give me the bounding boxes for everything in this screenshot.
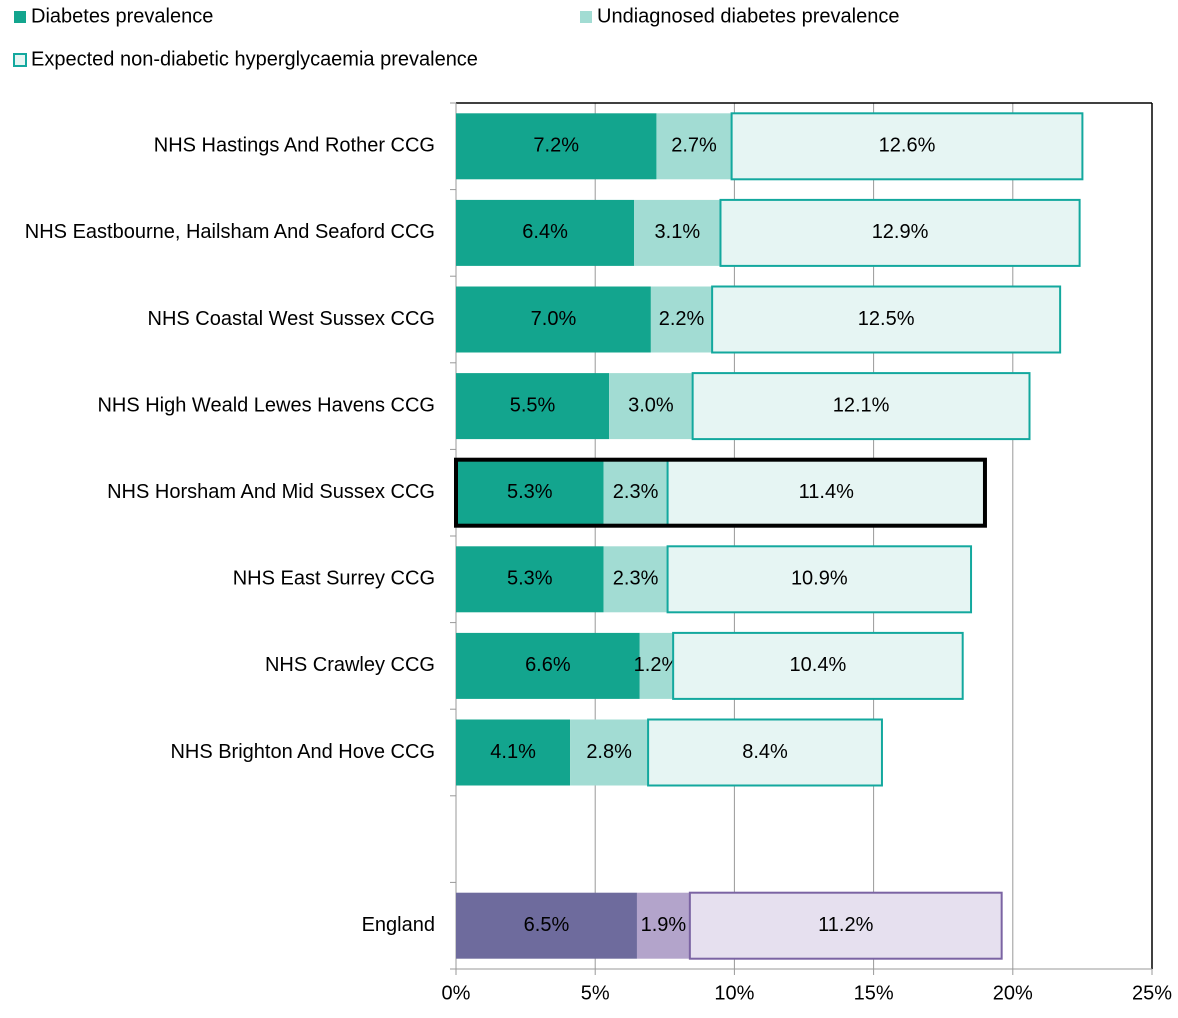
- bar-segment: [691, 372, 1031, 441]
- bar-segment: [603, 546, 668, 613]
- bar-segment: [688, 891, 1003, 960]
- data-label: 12.1%: [833, 394, 890, 416]
- data-label: 10.9%: [791, 568, 848, 590]
- data-label: 6.6%: [525, 654, 571, 676]
- bar-segment: [456, 459, 604, 526]
- bar-segment: [456, 632, 640, 699]
- data-label: 3.1%: [655, 221, 701, 243]
- legend-marker: [13, 53, 27, 67]
- bar-segment: [647, 718, 883, 787]
- bar-segment: [666, 545, 973, 614]
- legend-label: Diabetes prevalence: [31, 5, 213, 27]
- data-label: 12.5%: [858, 308, 915, 330]
- bar-segment: [672, 631, 964, 700]
- data-label: 5.5%: [510, 394, 556, 416]
- data-label: 2.3%: [613, 481, 659, 503]
- bar-segment: [656, 113, 732, 180]
- bar-segment: [456, 113, 657, 180]
- bar-segment: [639, 632, 674, 699]
- bar-segment: [650, 286, 713, 353]
- y-tick-label: NHS Brighton And Hove CCG: [170, 741, 435, 763]
- bar-segment: [636, 892, 690, 959]
- data-label: 7.0%: [531, 308, 577, 330]
- y-tick-label: England: [362, 914, 435, 936]
- legend-marker: [580, 11, 592, 23]
- bar-segment: [570, 719, 649, 786]
- data-label: 8.4%: [742, 741, 788, 763]
- x-tick-label: 25%: [1132, 982, 1172, 1004]
- data-label: 12.6%: [879, 135, 936, 157]
- bar-segment: [666, 458, 986, 527]
- y-tick-label: NHS Hastings And Rother CCG: [154, 135, 435, 157]
- data-label: 5.3%: [507, 481, 553, 503]
- bar-segment: [456, 892, 637, 959]
- data-label: 6.5%: [524, 914, 570, 936]
- y-tick-label: NHS East Surrey CCG: [233, 568, 435, 590]
- legend-marker: [14, 11, 26, 23]
- data-label: 3.0%: [628, 394, 674, 416]
- data-label: 1.2%: [634, 654, 680, 676]
- x-tick-label: 15%: [854, 982, 894, 1004]
- data-label: 2.3%: [613, 568, 659, 590]
- data-label: 2.2%: [659, 308, 705, 330]
- legend-label: Expected non-diabetic hyperglycaemia pre…: [31, 48, 478, 70]
- bar-segment: [711, 285, 1062, 354]
- bar-segment: [456, 286, 651, 353]
- x-tick-label: 0%: [442, 982, 471, 1004]
- y-tick-label: NHS High Weald Lewes Havens CCG: [97, 394, 435, 416]
- bar-segment: [456, 373, 610, 440]
- highlight-outline: [454, 457, 987, 528]
- data-label: 5.3%: [507, 568, 553, 590]
- y-tick-label: NHS Horsham And Mid Sussex CCG: [107, 481, 435, 503]
- legend-label: Undiagnosed diabetes prevalence: [597, 5, 899, 27]
- bar-segment: [634, 199, 721, 266]
- data-label: 1.9%: [641, 914, 687, 936]
- x-tick-label: 5%: [581, 982, 610, 1004]
- data-label: 11.4%: [799, 481, 854, 503]
- data-label: 7.2%: [533, 135, 579, 157]
- data-label: 10.4%: [790, 654, 847, 676]
- data-label: 2.7%: [671, 135, 717, 157]
- data-label: 4.1%: [490, 741, 536, 763]
- bar-segment: [456, 546, 604, 613]
- data-label: 11.2%: [818, 914, 873, 936]
- bar-segment: [456, 199, 635, 266]
- y-tick-label: NHS Crawley CCG: [265, 654, 435, 676]
- y-tick-label: NHS Coastal West Sussex CCG: [148, 308, 436, 330]
- bar-segment: [609, 373, 693, 440]
- bar-segment: [719, 198, 1081, 267]
- y-tick-label: NHS Eastbourne, Hailsham And Seaford CCG: [25, 221, 435, 243]
- x-tick-label: 10%: [714, 982, 754, 1004]
- x-tick-label: 20%: [993, 982, 1033, 1004]
- bar-segment: [456, 719, 571, 786]
- bar-segment: [730, 112, 1084, 181]
- data-label: 6.4%: [522, 221, 568, 243]
- data-label: 2.8%: [586, 741, 632, 763]
- bar-segment: [603, 459, 668, 526]
- data-label: 12.9%: [872, 221, 929, 243]
